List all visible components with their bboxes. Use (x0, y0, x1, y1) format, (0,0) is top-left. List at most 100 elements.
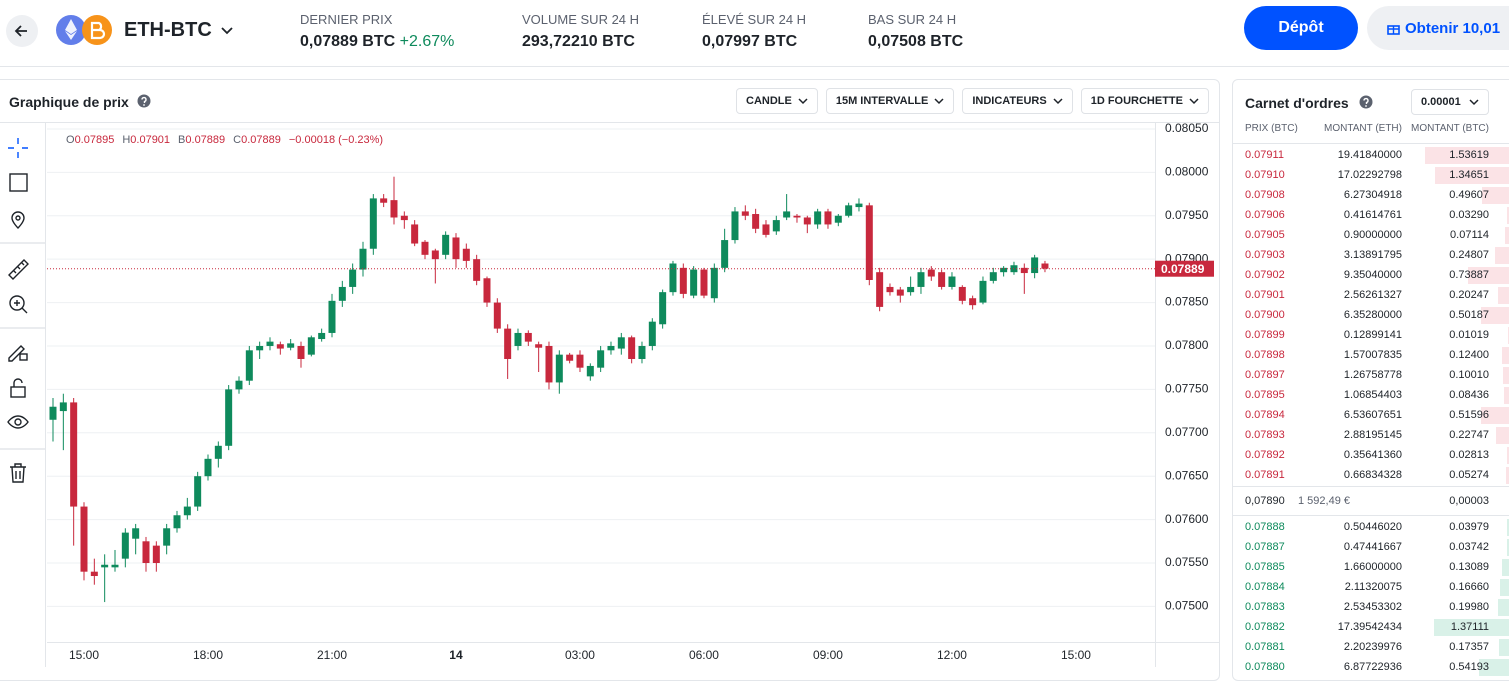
candle-body (555, 354, 563, 383)
chart-control[interactable]: 15M INTERVALLE (825, 88, 955, 114)
ohlc-value: 0.07889 (185, 134, 225, 146)
trash-tool[interactable] (10, 463, 26, 483)
candle-body (493, 302, 501, 329)
chevron-icon (798, 98, 808, 105)
candle-body (586, 365, 594, 377)
divider (1233, 515, 1509, 516)
pair-icons (56, 15, 112, 45)
price-cell: 0.07891 (1245, 469, 1285, 481)
depth-bar (1499, 579, 1509, 596)
ohlc-key: H (122, 134, 130, 146)
candle-body (369, 198, 377, 249)
chart-panel (0, 79, 1220, 681)
order-book-title: Carnet d'ordres (1245, 95, 1349, 111)
y-tick-label: 0.07500 (1165, 599, 1209, 613)
candle-body (628, 337, 636, 359)
chart-control[interactable]: 1D FOURCHETTE (1080, 88, 1209, 114)
candle-body (710, 267, 718, 299)
amount-btc-cell: 1.34651 (1449, 169, 1489, 181)
x-tick-label: 03:00 (565, 648, 595, 662)
divider (1233, 486, 1509, 487)
ruler-tool[interactable] (8, 259, 29, 280)
back-button[interactable] (6, 15, 38, 47)
chevron-icon (934, 98, 944, 105)
crosshair-tool[interactable] (8, 138, 28, 158)
pair-name[interactable]: ETH-BTC (124, 19, 212, 41)
amount-eth-cell: 0.47441667 (1343, 541, 1402, 553)
spread-price: 0,07890 (1245, 495, 1285, 507)
y-tick-label: 0.07750 (1165, 382, 1209, 396)
y-tick-label: 0.07950 (1165, 208, 1209, 222)
candle-body (876, 272, 884, 307)
candle-body (535, 344, 543, 348)
candle-body (607, 345, 615, 351)
stat-value-text: 0,07889 BTC (300, 33, 396, 50)
chevron-icon (221, 27, 233, 35)
amount-btc-cell: 0.73887 (1449, 269, 1489, 281)
price-cell: 0.07880 (1245, 661, 1285, 673)
spread-size: 0,00003 (1449, 495, 1489, 507)
info-icon[interactable] (1359, 95, 1373, 109)
price-cell: 0.07885 (1245, 561, 1285, 573)
amount-btc-cell: 0.20247 (1449, 289, 1489, 301)
candle-body (59, 402, 67, 412)
chart-control-label: 15M INTERVALLE (835, 95, 929, 107)
candle-body (1000, 267, 1008, 273)
depth-bar (1434, 167, 1509, 184)
candle-body (865, 205, 873, 280)
amount-eth-cell: 1.26758778 (1343, 369, 1402, 381)
pin-tool[interactable] (11, 211, 25, 229)
tick-size-select[interactable]: 0.00001 (1411, 89, 1489, 115)
candle-body (803, 217, 811, 225)
reward-button[interactable]: Obtenir 10,01 (1367, 6, 1509, 50)
chart-control[interactable]: CANDLE (736, 88, 818, 114)
ohlc-change: −0.00018 (−0.23%) (289, 134, 383, 146)
amount-eth-cell: 0.90000000 (1343, 229, 1402, 241)
stat-label: VOLUME SUR 24 H (522, 12, 640, 27)
deposit-button[interactable]: Dépôt (1244, 6, 1358, 50)
y-tick-label: 0.07600 (1165, 512, 1209, 526)
price-chart: 0.080500.080000.079500.079000.078500.078… (47, 122, 1219, 667)
lock-tool[interactable] (10, 378, 26, 398)
depth-bar (1506, 467, 1509, 484)
amount-eth-cell: 6.35280000 (1343, 309, 1402, 321)
candle-body (700, 269, 708, 296)
candle-body (80, 506, 88, 572)
gift-icon (1387, 24, 1400, 35)
amount-eth-cell: 6.27304918 (1343, 189, 1402, 201)
depth-bar (1424, 147, 1509, 164)
price-cell: 0.07908 (1245, 189, 1285, 201)
ohlc-value: 0.07901 (130, 134, 170, 146)
depth-bar (1499, 639, 1509, 656)
pencil-lock-tool[interactable] (8, 345, 28, 362)
candle-body (1041, 263, 1049, 269)
candle-body (142, 541, 150, 564)
amount-btc-cell: 1.53619 (1449, 149, 1489, 161)
stat-change: +2.67% (399, 33, 455, 50)
candle-body (814, 211, 822, 225)
depth-bar (1501, 559, 1509, 576)
chart-control[interactable]: INDICATEURS (962, 88, 1073, 114)
rect-tool[interactable] (9, 173, 28, 192)
candle-body (679, 267, 687, 294)
chart-control-label: CANDLE (746, 95, 792, 107)
eye-tool[interactable] (7, 415, 29, 429)
chart-control-label: 1D FOURCHETTE (1090, 95, 1183, 107)
amount-btc-cell: 1.37111 (1450, 621, 1489, 633)
info-icon[interactable] (137, 94, 151, 108)
depth-bar (1497, 287, 1509, 304)
x-tick-label: 12:00 (937, 648, 967, 662)
candle-body (462, 248, 470, 261)
candle-body (524, 332, 532, 342)
amount-eth-cell: 0.12899141 (1343, 329, 1402, 341)
zoom-tool[interactable] (9, 295, 28, 314)
candle-body (152, 545, 160, 564)
order-book-panel (1232, 79, 1509, 681)
price-cell: 0.07884 (1245, 581, 1285, 593)
amount-eth-cell: 1.06854403 (1343, 389, 1402, 401)
candle-body (824, 211, 832, 225)
candle-body (121, 532, 129, 559)
candle-body (907, 286, 915, 293)
chevron-icon (1469, 99, 1479, 106)
candle-body (958, 286, 966, 301)
